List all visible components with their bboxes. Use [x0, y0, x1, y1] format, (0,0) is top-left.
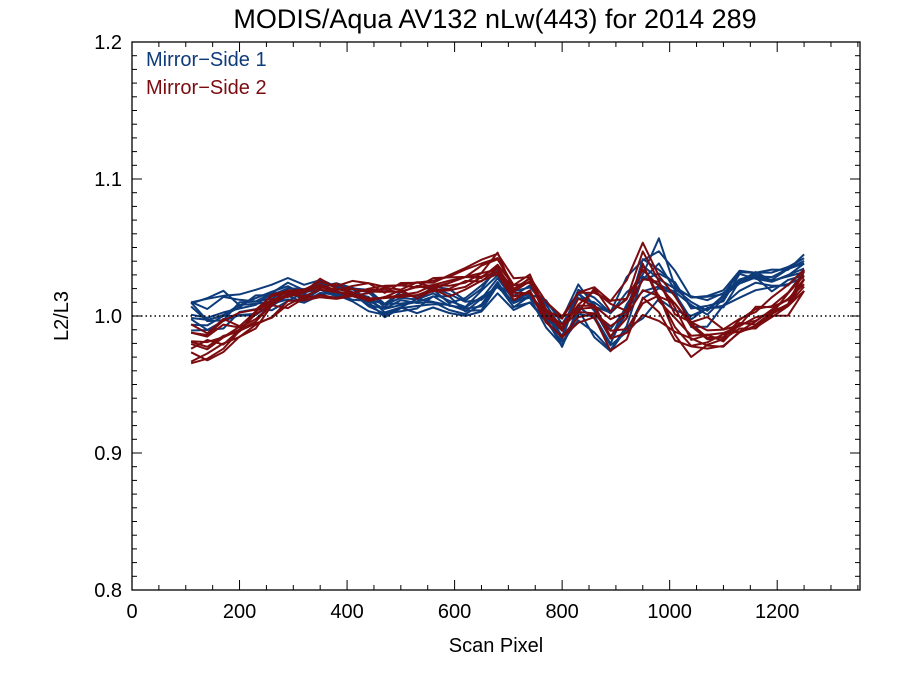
- series-2-line: [190, 271, 805, 362]
- x-tick-label: 200: [223, 601, 256, 623]
- y-axis-label: L2/L3: [51, 291, 73, 341]
- chart-title: MODIS/Aqua AV132 nLw(443) for 2014 289: [233, 4, 756, 34]
- y-tick-label: 0.8: [94, 580, 122, 602]
- x-tick-label: 400: [330, 601, 363, 623]
- y-tick-label: 0.9: [94, 443, 122, 465]
- x-axis-label: Scan Pixel: [449, 635, 544, 657]
- legend-entry-mirror-side-1: Mirror−Side 1: [146, 49, 267, 71]
- x-tick-label: 800: [545, 601, 578, 623]
- y-tick-label: 1.2: [94, 32, 122, 54]
- x-axis-ticks: 0 200 400 600 800 1000 1200: [126, 42, 859, 623]
- y-tick-label: 1.0: [94, 306, 122, 328]
- x-tick-label: 0: [126, 601, 137, 623]
- series-2-group: [190, 241, 805, 365]
- series-layer: [190, 237, 805, 365]
- series-2-line: [190, 257, 805, 339]
- x-tick-label: 1200: [755, 601, 800, 623]
- y-tick-label: 1.1: [94, 169, 122, 191]
- legend-entry-mirror-side-2: Mirror−Side 2: [146, 77, 267, 99]
- series-2-line: [190, 263, 805, 348]
- series-1-line: [190, 260, 805, 325]
- series-2-line: [190, 251, 805, 341]
- series-2-line: [190, 241, 805, 335]
- x-tick-label: 1000: [647, 601, 692, 623]
- y-axis-ticks: 0.8 0.9 1.0 1.1 1.2: [94, 32, 860, 602]
- x-tick-label: 600: [438, 601, 471, 623]
